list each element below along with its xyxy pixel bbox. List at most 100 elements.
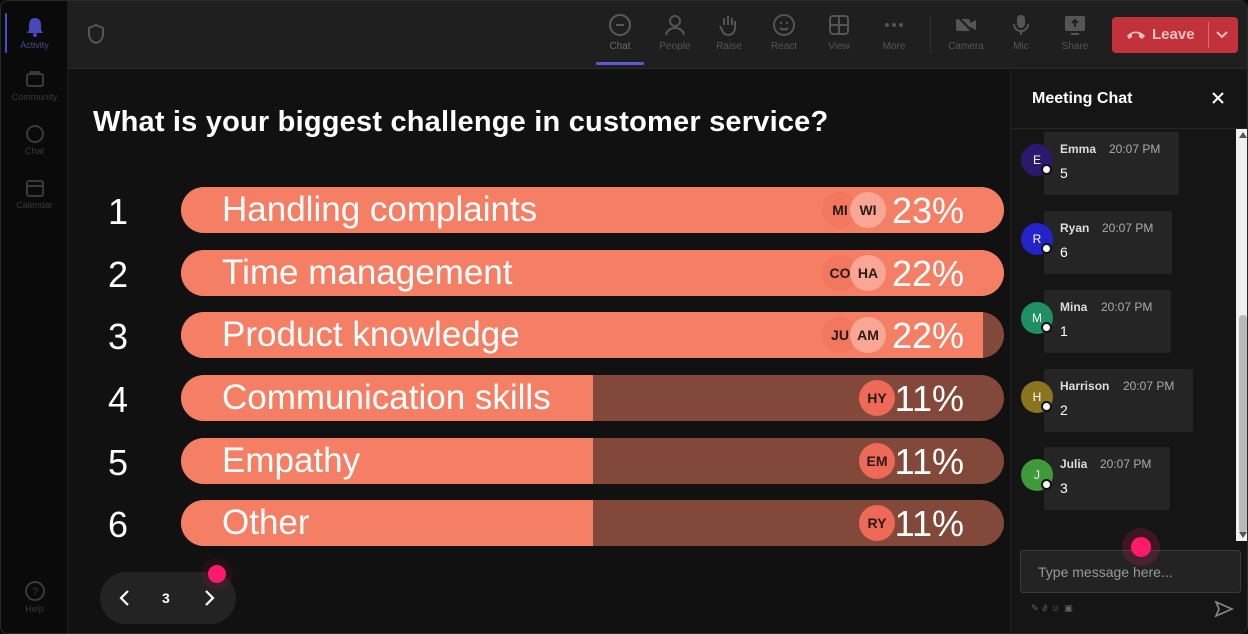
react-button[interactable]: React — [758, 11, 810, 61]
top-toolbar: Chat People Raise React View More Camera — [68, 1, 1247, 69]
status-dot — [1041, 164, 1052, 175]
option-number: 1 — [108, 191, 129, 232]
chat-button-label: Chat — [609, 41, 631, 52]
message-time: 20:07 PM — [1100, 457, 1152, 471]
poll-option-row: 3 Product knowledge JU AM 22% — [68, 312, 1010, 360]
sender-avatar: E — [1021, 144, 1053, 176]
voter-avatar: JU — [822, 317, 858, 353]
option-bar-fill — [181, 438, 593, 484]
hang-up-phone-icon — [1127, 31, 1145, 39]
more-button-label: More — [882, 41, 906, 52]
scrollbar-thumb[interactable] — [1239, 315, 1247, 533]
pointer-dot — [1131, 537, 1151, 557]
chat-icon — [25, 125, 44, 143]
voter-avatar: WI — [850, 192, 886, 228]
camera-button-label: Camera — [948, 41, 984, 52]
rail-item-label: Chat — [24, 146, 44, 156]
message-time: 20:07 PM — [1123, 379, 1175, 393]
chat-panel-title: Meeting Chat — [1032, 90, 1133, 107]
share-button[interactable]: Share — [1049, 11, 1101, 61]
chat-message: Julia 20:07 PM 3 — [1044, 447, 1170, 510]
message-text: 6 — [1060, 244, 1068, 260]
poll-stage: What is your biggest challenge in custom… — [68, 69, 1010, 633]
raise-hand-label: Raise — [716, 41, 742, 52]
share-screen-icon — [1065, 16, 1085, 35]
message-time: 20:07 PM — [1102, 221, 1154, 235]
sender-avatar: R — [1021, 223, 1053, 255]
rail-item-chat[interactable]: Chat — [1, 115, 68, 169]
chat-message-input[interactable]: Type message here... — [1020, 550, 1241, 593]
option-percent: 22% — [891, 253, 964, 294]
poll-option-row: 1 Handling complaints MI WI 23% — [68, 187, 1010, 235]
rail-item-calendar[interactable]: Calendar — [1, 169, 68, 223]
option-bar: Communication skills HY 11% — [181, 375, 1004, 421]
chevron-left-icon[interactable] — [118, 588, 132, 608]
page-number: 3 — [162, 590, 170, 606]
chevron-right-icon[interactable] — [202, 588, 216, 608]
scroll-down-arrow[interactable] — [1239, 532, 1247, 538]
message-text: 2 — [1060, 402, 1068, 418]
leave-button[interactable]: Leave — [1112, 17, 1238, 53]
more-dots-icon — [885, 23, 903, 27]
sender-name: Harrison — [1060, 379, 1110, 393]
share-button-label: Share — [1061, 41, 1089, 52]
leave-divider — [1208, 22, 1209, 48]
option-label: Empathy — [222, 441, 361, 480]
sender-avatar: M — [1021, 302, 1053, 334]
mic-button[interactable]: Mic — [995, 11, 1047, 61]
poll-option-row: 6 Other RY 11% — [68, 500, 1010, 548]
send-icon[interactable] — [1214, 600, 1234, 618]
rail-item-activity[interactable]: Activity — [1, 7, 68, 61]
poll-option-row: 2 Time management CO HA 22% — [68, 250, 1010, 298]
option-bar: Empathy EM 11% — [181, 438, 1004, 484]
chat-message: Mina 20:07 PM 1 — [1044, 290, 1171, 353]
option-label: Other — [222, 503, 310, 542]
chat-scrollbar[interactable] — [1236, 129, 1247, 541]
option-label: Product knowledge — [222, 315, 520, 354]
chat-divider — [1011, 128, 1247, 129]
voter-avatar: EM — [859, 443, 895, 479]
scroll-up-arrow[interactable] — [1239, 132, 1247, 138]
sender-avatar: J — [1021, 459, 1053, 491]
emoji-icon[interactable]: ☺ — [1051, 603, 1065, 613]
rail-item-label: Activity — [20, 40, 49, 50]
community-icon — [25, 71, 44, 87]
option-bar: Product knowledge JU AM 22% — [181, 312, 1004, 358]
svg-text:?: ? — [31, 586, 37, 598]
status-dot — [1041, 322, 1052, 333]
sender-name: Ryan — [1060, 221, 1090, 235]
left-rail: Activity Community Chat Calendar ? Help — [1, 1, 68, 633]
message-text: 3 — [1060, 480, 1068, 496]
close-icon[interactable] — [1211, 91, 1225, 105]
option-percent: 23% — [891, 190, 964, 231]
smiley-icon — [773, 14, 795, 36]
option-label: Time management — [222, 253, 513, 292]
raise-hand-button[interactable]: Raise — [703, 11, 755, 61]
voter-avatar: AM — [850, 317, 886, 353]
leave-button-label: Leave — [1152, 26, 1195, 43]
people-button[interactable]: People — [649, 11, 701, 61]
chevron-down-icon[interactable] — [1214, 28, 1230, 42]
more-button[interactable]: More — [868, 11, 920, 61]
option-number: 4 — [108, 379, 129, 420]
meeting-chat-panel: Meeting Chat Emma 20:07 PM 5 E Ryan 20:0… — [1010, 69, 1247, 633]
mic-button-label: Mic — [1013, 41, 1029, 52]
attach-icon[interactable]: ∂ — [1042, 603, 1051, 613]
option-number: 2 — [108, 254, 129, 295]
rail-item-community[interactable]: Community — [1, 61, 68, 115]
status-dot — [1041, 479, 1052, 490]
gif-icon[interactable]: ✎ — [1031, 603, 1043, 613]
shield-icon[interactable] — [86, 23, 106, 45]
react-button-label: React — [770, 41, 798, 52]
camera-button[interactable]: Camera — [940, 11, 992, 61]
image-icon[interactable]: ▣ — [1064, 603, 1077, 613]
rail-item-label: Calendar — [16, 200, 53, 210]
chat-message: Harrison 20:07 PM 2 — [1044, 369, 1193, 432]
message-text: 5 — [1060, 165, 1068, 181]
formatting-tools[interactable]: ✎∂☺▣ — [1031, 603, 1077, 614]
option-bar-fill — [181, 500, 593, 546]
chat-button[interactable]: Chat — [594, 11, 646, 65]
option-number: 5 — [108, 442, 129, 483]
view-button[interactable]: View — [813, 11, 865, 61]
rail-item-help[interactable]: ? Help — [1, 571, 68, 625]
